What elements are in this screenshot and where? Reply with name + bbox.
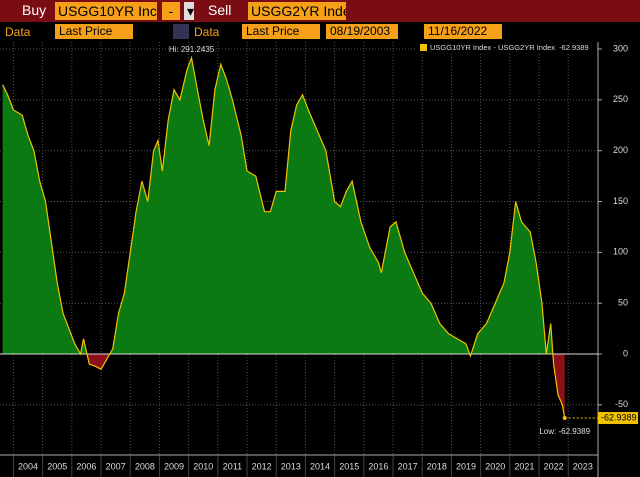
y-tick-label: 150 (613, 196, 628, 206)
x-tick-label: 2014 (310, 461, 330, 471)
toolbar: Buy USGG10YR Inc - ▾ Sell USGG2YR Inde (0, 0, 640, 22)
x-tick-label: 2013 (281, 461, 301, 471)
end-date[interactable]: 11/16/2022 (424, 24, 502, 39)
legend-label: USGG10YR Index - USGG2YR Index -62.9389 (430, 43, 589, 52)
x-tick-label: 2023 (573, 461, 593, 471)
x-tick-label: 2010 (193, 461, 213, 471)
last-label: -62.9389 (601, 412, 637, 422)
y-tick-label: 0 (623, 348, 628, 358)
x-tick-label: 2005 (47, 461, 67, 471)
x-tick-label: 2009 (164, 461, 184, 471)
x-tick-label: 2006 (76, 461, 96, 471)
y-tick-label: -50 (615, 399, 628, 409)
y-tick-label: 300 (613, 43, 628, 53)
field-dropdown[interactable]: Last Price (55, 24, 133, 39)
x-tick-label: 2018 (427, 461, 447, 471)
legend-box (416, 42, 596, 54)
op-dropdown[interactable]: ▾ (184, 2, 194, 20)
line (2, 55, 566, 419)
x-tick-label: 2020 (485, 461, 505, 471)
operator[interactable]: - (162, 2, 180, 20)
buy-label: Buy (22, 2, 47, 18)
area-above (2, 57, 553, 355)
x-tick-label: 2016 (368, 461, 388, 471)
data-label: Data (5, 25, 31, 39)
x-tick-label: 2015 (339, 461, 359, 471)
buy-input[interactable]: USGG10YR Inc (55, 2, 157, 20)
x-tick-label: 2008 (135, 461, 155, 471)
x-tick-label: 2017 (398, 461, 418, 471)
x-tick-label: 2012 (252, 461, 272, 471)
field-dropdown[interactable]: Last Price (242, 24, 320, 39)
start-date[interactable]: 08/19/2003 (326, 24, 398, 39)
legend-swatch (420, 44, 427, 51)
y-tick-label: 50 (618, 298, 628, 308)
sell-input[interactable]: USGG2YR Inde (248, 2, 346, 20)
data-label: Data (194, 25, 220, 39)
y-tick-label: 250 (613, 94, 628, 104)
toolbar-row: Data Last Price Data Last Price 08/19/20… (0, 22, 640, 40)
y-tick-label: 100 (613, 247, 628, 257)
chart-icon[interactable] (173, 24, 189, 39)
low-label: Low: -62.9389 (539, 427, 590, 436)
x-tick-label: 2004 (18, 461, 38, 471)
sell-label: Sell (208, 2, 232, 18)
x-tick-label: 2019 (456, 461, 476, 471)
x-tick-label: 2021 (514, 461, 534, 471)
y-tick-label: 200 (613, 145, 628, 155)
chart: -50 0 50 100 150 200 250 300 2004 2005 2006 2007 200… (0, 42, 638, 477)
high-label: Hi: 291.2435 (169, 45, 215, 54)
x-tick-label: 2007 (106, 461, 126, 471)
legend-name: USGG10YR Index - USGG2YR Index (430, 43, 555, 52)
last-box (598, 412, 638, 425)
legend-value: -62.9389 (559, 43, 589, 52)
x-tick-label: 2022 (544, 461, 564, 471)
x-tick-label: 2011 (223, 461, 242, 471)
